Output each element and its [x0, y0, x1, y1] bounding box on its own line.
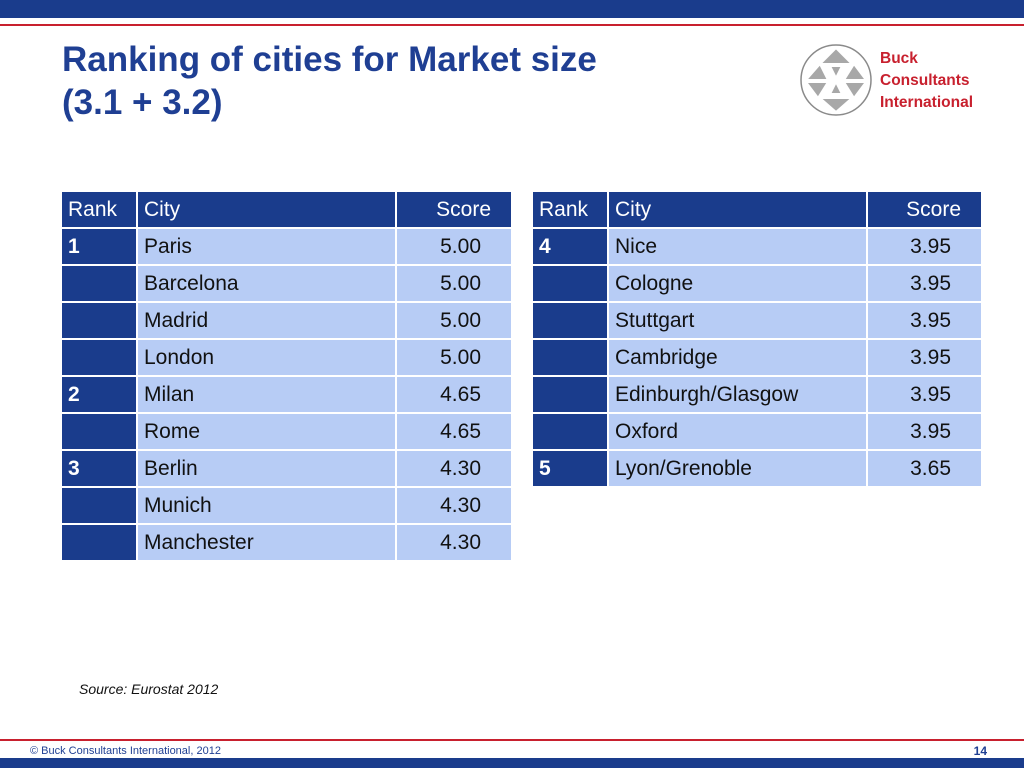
rank-cell: [531, 264, 609, 303]
city-cell: Milan: [136, 375, 397, 414]
score-cell: 5.00: [395, 227, 513, 266]
page-number: 14: [973, 744, 987, 758]
rank-cell: 2: [60, 375, 138, 414]
ranking-table-right: Rank City Score 4 Nice 3.95 Cologne 3.95 St…: [531, 190, 983, 488]
city-column-header: City: [607, 190, 868, 229]
rank-column-header: Rank: [60, 190, 138, 229]
city-cell: Manchester: [136, 523, 397, 562]
table-row: Cambridge 3.95: [531, 338, 983, 377]
city-cell: Stuttgart: [607, 301, 868, 340]
source-note: Source: Eurostat 2012: [79, 681, 219, 697]
rank-cell: [60, 523, 138, 562]
table-row: Madrid 5.00: [60, 301, 513, 340]
logo-line-1: Buck: [880, 50, 918, 67]
table-row: 1 Paris 5.00: [60, 227, 513, 266]
score-column-header: Score: [395, 190, 513, 229]
table-row: 5 Lyon/Grenoble 3.65: [531, 449, 983, 488]
score-cell: 3.95: [866, 264, 983, 303]
rank-cell: [60, 264, 138, 303]
score-cell: 5.00: [395, 264, 513, 303]
logo-line-2: Consultants: [880, 72, 970, 89]
top-red-rule: [0, 24, 1024, 26]
rank-cell: [531, 375, 609, 414]
table-row: 3 Berlin 4.30: [60, 449, 513, 488]
table-row: Barcelona 5.00: [60, 264, 513, 303]
rank-cell: [531, 338, 609, 377]
rank-cell: 4: [531, 227, 609, 266]
table-row: 2 Milan 4.65: [60, 375, 513, 414]
bottom-red-rule: [0, 739, 1024, 741]
score-cell: 5.00: [395, 338, 513, 377]
rank-cell: [60, 301, 138, 340]
city-cell: Madrid: [136, 301, 397, 340]
score-cell: 4.65: [395, 375, 513, 414]
table-row: Edinburgh/Glasgow 3.95: [531, 375, 983, 414]
city-cell: Munich: [136, 486, 397, 525]
slide-title-line2: (3.1 + 3.2): [62, 83, 223, 122]
score-cell: 4.30: [395, 449, 513, 488]
table-row: 4 Nice 3.95: [531, 227, 983, 266]
top-banner-bar: [0, 0, 1024, 18]
table-row: Munich 4.30: [60, 486, 513, 525]
logo-line-3: International: [880, 94, 974, 111]
score-cell: 4.30: [395, 486, 513, 525]
table-row: Manchester 4.30: [60, 523, 513, 562]
city-cell: Cambridge: [607, 338, 868, 377]
city-cell: Berlin: [136, 449, 397, 488]
ranking-table-left: Rank City Score 1 Paris 5.00 Barcelona 5.00…: [60, 190, 513, 562]
table-header-row: Rank City Score: [531, 190, 983, 229]
rank-cell: [60, 412, 138, 451]
table-row: Rome 4.65: [60, 412, 513, 451]
rank-cell: 5: [531, 449, 609, 488]
triangles-hexagon-logo-icon: [800, 44, 872, 116]
city-cell: Lyon/Grenoble: [607, 449, 868, 488]
table-row: Oxford 3.95: [531, 412, 983, 451]
logo-wordmark: Buck Consultants International: [880, 48, 973, 114]
city-cell: Barcelona: [136, 264, 397, 303]
score-cell: 3.95: [866, 412, 983, 451]
rank-cell: [60, 338, 138, 377]
slide-title-line1: Ranking of cities for Market size: [62, 40, 597, 79]
score-cell: 3.95: [866, 375, 983, 414]
score-cell: 3.65: [866, 449, 983, 488]
rank-column-header: Rank: [531, 190, 609, 229]
score-cell: 3.95: [866, 227, 983, 266]
city-cell: Rome: [136, 412, 397, 451]
table-row: Stuttgart 3.95: [531, 301, 983, 340]
score-column-header: Score: [866, 190, 983, 229]
score-cell: 3.95: [866, 338, 983, 377]
city-column-header: City: [136, 190, 397, 229]
slide-title: Ranking of cities for Market size (3.1 +…: [62, 38, 597, 124]
table-header-row: Rank City Score: [60, 190, 513, 229]
bottom-banner-bar: [0, 758, 1024, 768]
score-cell: 3.95: [866, 301, 983, 340]
score-cell: 4.30: [395, 523, 513, 562]
city-cell: Nice: [607, 227, 868, 266]
rank-cell: [531, 301, 609, 340]
table-row: London 5.00: [60, 338, 513, 377]
rank-cell: [531, 412, 609, 451]
rank-cell: 1: [60, 227, 138, 266]
city-cell: Oxford: [607, 412, 868, 451]
score-cell: 4.65: [395, 412, 513, 451]
city-cell: Cologne: [607, 264, 868, 303]
score-cell: 5.00: [395, 301, 513, 340]
table-row: Cologne 3.95: [531, 264, 983, 303]
city-cell: Paris: [136, 227, 397, 266]
company-logo: Buck Consultants International: [800, 44, 1000, 116]
rank-cell: [60, 486, 138, 525]
rank-cell: 3: [60, 449, 138, 488]
city-cell: Edinburgh/Glasgow: [607, 375, 868, 414]
city-cell: London: [136, 338, 397, 377]
copyright-text: © Buck Consultants International, 2012: [30, 745, 221, 757]
